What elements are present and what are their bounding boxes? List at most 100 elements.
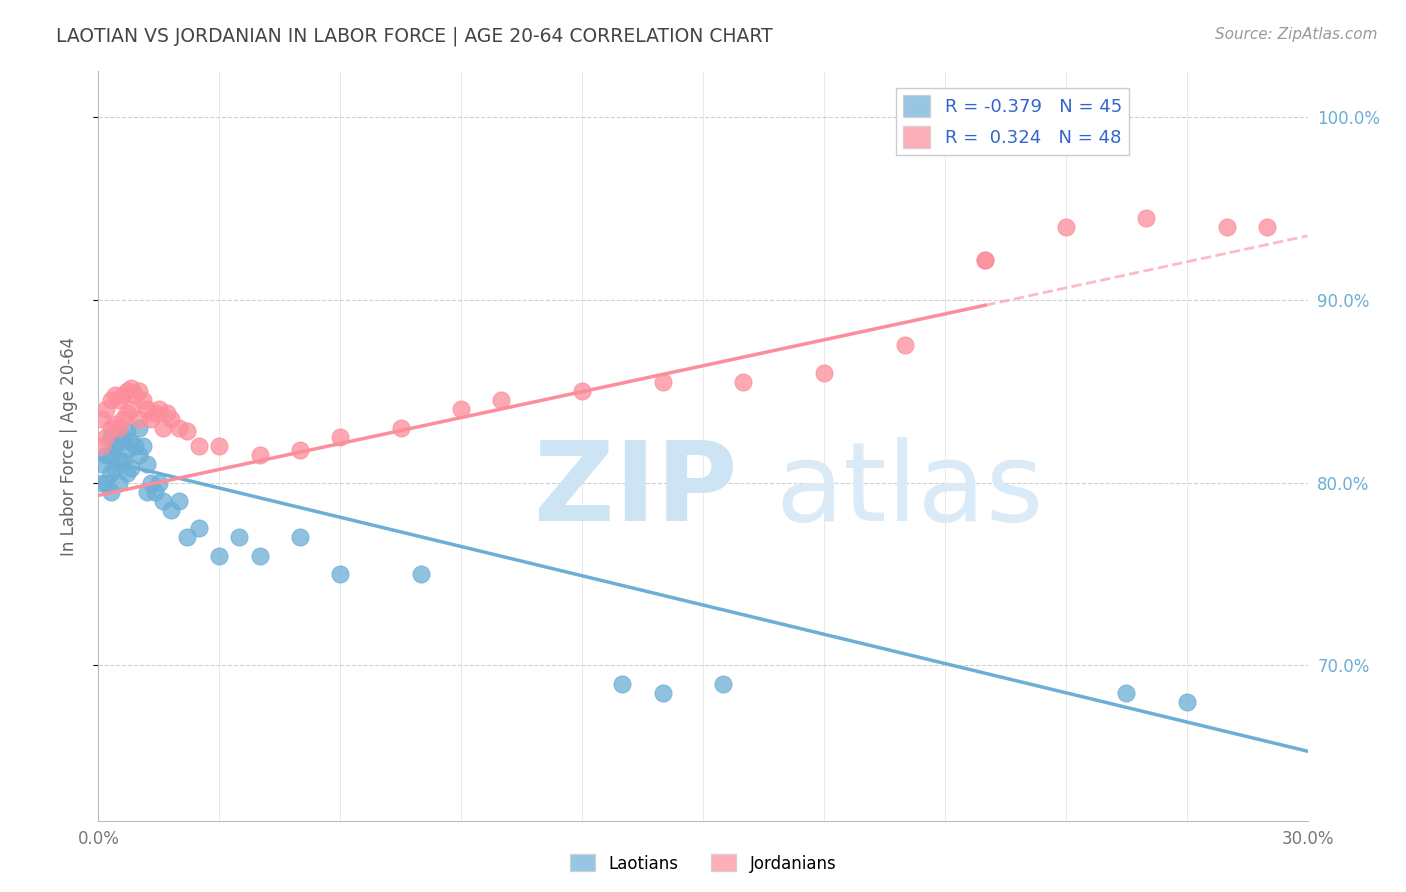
- Point: [208, 439, 231, 453]
- Point: [813, 366, 835, 380]
- Point: [115, 467, 138, 481]
- Point: [135, 484, 157, 499]
- Point: [107, 421, 129, 435]
- Point: [128, 384, 150, 399]
- Point: [135, 402, 157, 417]
- Point: [711, 676, 734, 690]
- Point: [115, 442, 138, 457]
- Point: [107, 435, 129, 450]
- Point: [1256, 219, 1278, 234]
- Point: [120, 435, 142, 450]
- Point: [228, 530, 250, 544]
- Point: [409, 566, 432, 581]
- Point: [100, 430, 122, 444]
- Point: [107, 393, 129, 408]
- Point: [329, 430, 352, 444]
- Point: [139, 475, 162, 490]
- Point: [651, 686, 673, 700]
- Point: [612, 676, 634, 690]
- Point: [115, 406, 138, 420]
- Point: [91, 439, 114, 453]
- Point: [1054, 219, 1077, 234]
- Point: [160, 411, 183, 425]
- Point: [96, 430, 118, 444]
- Point: [103, 439, 125, 453]
- Point: [91, 411, 114, 425]
- Point: [96, 475, 118, 490]
- Point: [249, 448, 271, 462]
- Point: [91, 457, 114, 471]
- Legend: Laotians, Jordanians: Laotians, Jordanians: [562, 847, 844, 880]
- Point: [120, 402, 142, 417]
- Point: [132, 393, 155, 408]
- Point: [107, 453, 129, 467]
- Point: [1115, 686, 1137, 700]
- Point: [188, 521, 211, 535]
- Point: [111, 388, 134, 402]
- Point: [115, 384, 138, 399]
- Point: [152, 493, 174, 508]
- Point: [249, 549, 271, 563]
- Point: [96, 448, 118, 462]
- Point: [128, 411, 150, 425]
- Point: [208, 549, 231, 563]
- Point: [96, 402, 118, 417]
- Point: [132, 439, 155, 453]
- Point: [288, 442, 311, 457]
- Point: [143, 406, 166, 420]
- Point: [176, 530, 198, 544]
- Point: [148, 402, 170, 417]
- Text: atlas: atlas: [776, 437, 1045, 544]
- Point: [389, 421, 412, 435]
- Point: [124, 388, 146, 402]
- Point: [128, 421, 150, 435]
- Point: [974, 252, 997, 267]
- Point: [100, 393, 122, 408]
- Point: [651, 375, 673, 389]
- Point: [143, 484, 166, 499]
- Point: [188, 439, 211, 453]
- Point: [100, 467, 122, 481]
- Point: [103, 461, 125, 475]
- Point: [103, 388, 125, 402]
- Point: [100, 448, 122, 462]
- Point: [329, 566, 352, 581]
- Point: [100, 484, 122, 499]
- Point: [450, 402, 472, 417]
- Point: [124, 439, 146, 453]
- Point: [152, 421, 174, 435]
- Point: [1175, 695, 1198, 709]
- Point: [491, 393, 513, 408]
- Point: [111, 453, 134, 467]
- Point: [176, 425, 198, 439]
- Point: [156, 406, 179, 420]
- Point: [100, 421, 122, 435]
- Point: [571, 384, 593, 399]
- Point: [107, 475, 129, 490]
- Point: [120, 461, 142, 475]
- Point: [115, 425, 138, 439]
- Point: [111, 411, 134, 425]
- Text: ZIP: ZIP: [534, 437, 737, 544]
- Point: [167, 421, 190, 435]
- Point: [167, 493, 190, 508]
- Point: [111, 430, 134, 444]
- Point: [733, 375, 755, 389]
- Y-axis label: In Labor Force | Age 20-64: In Labor Force | Age 20-64: [59, 336, 77, 556]
- Point: [91, 475, 114, 490]
- Point: [160, 503, 183, 517]
- Point: [135, 457, 157, 471]
- Point: [893, 338, 915, 352]
- Legend: R = -0.379   N = 45, R =  0.324   N = 48: R = -0.379 N = 45, R = 0.324 N = 48: [896, 88, 1129, 155]
- Point: [103, 417, 125, 431]
- Point: [128, 448, 150, 462]
- Point: [148, 475, 170, 490]
- Text: Source: ZipAtlas.com: Source: ZipAtlas.com: [1215, 27, 1378, 42]
- Point: [1216, 219, 1239, 234]
- Point: [974, 252, 997, 267]
- Point: [288, 530, 311, 544]
- Text: LAOTIAN VS JORDANIAN IN LABOR FORCE | AGE 20-64 CORRELATION CHART: LAOTIAN VS JORDANIAN IN LABOR FORCE | AG…: [56, 27, 773, 46]
- Point: [120, 380, 142, 394]
- Point: [1135, 211, 1157, 225]
- Point: [139, 411, 162, 425]
